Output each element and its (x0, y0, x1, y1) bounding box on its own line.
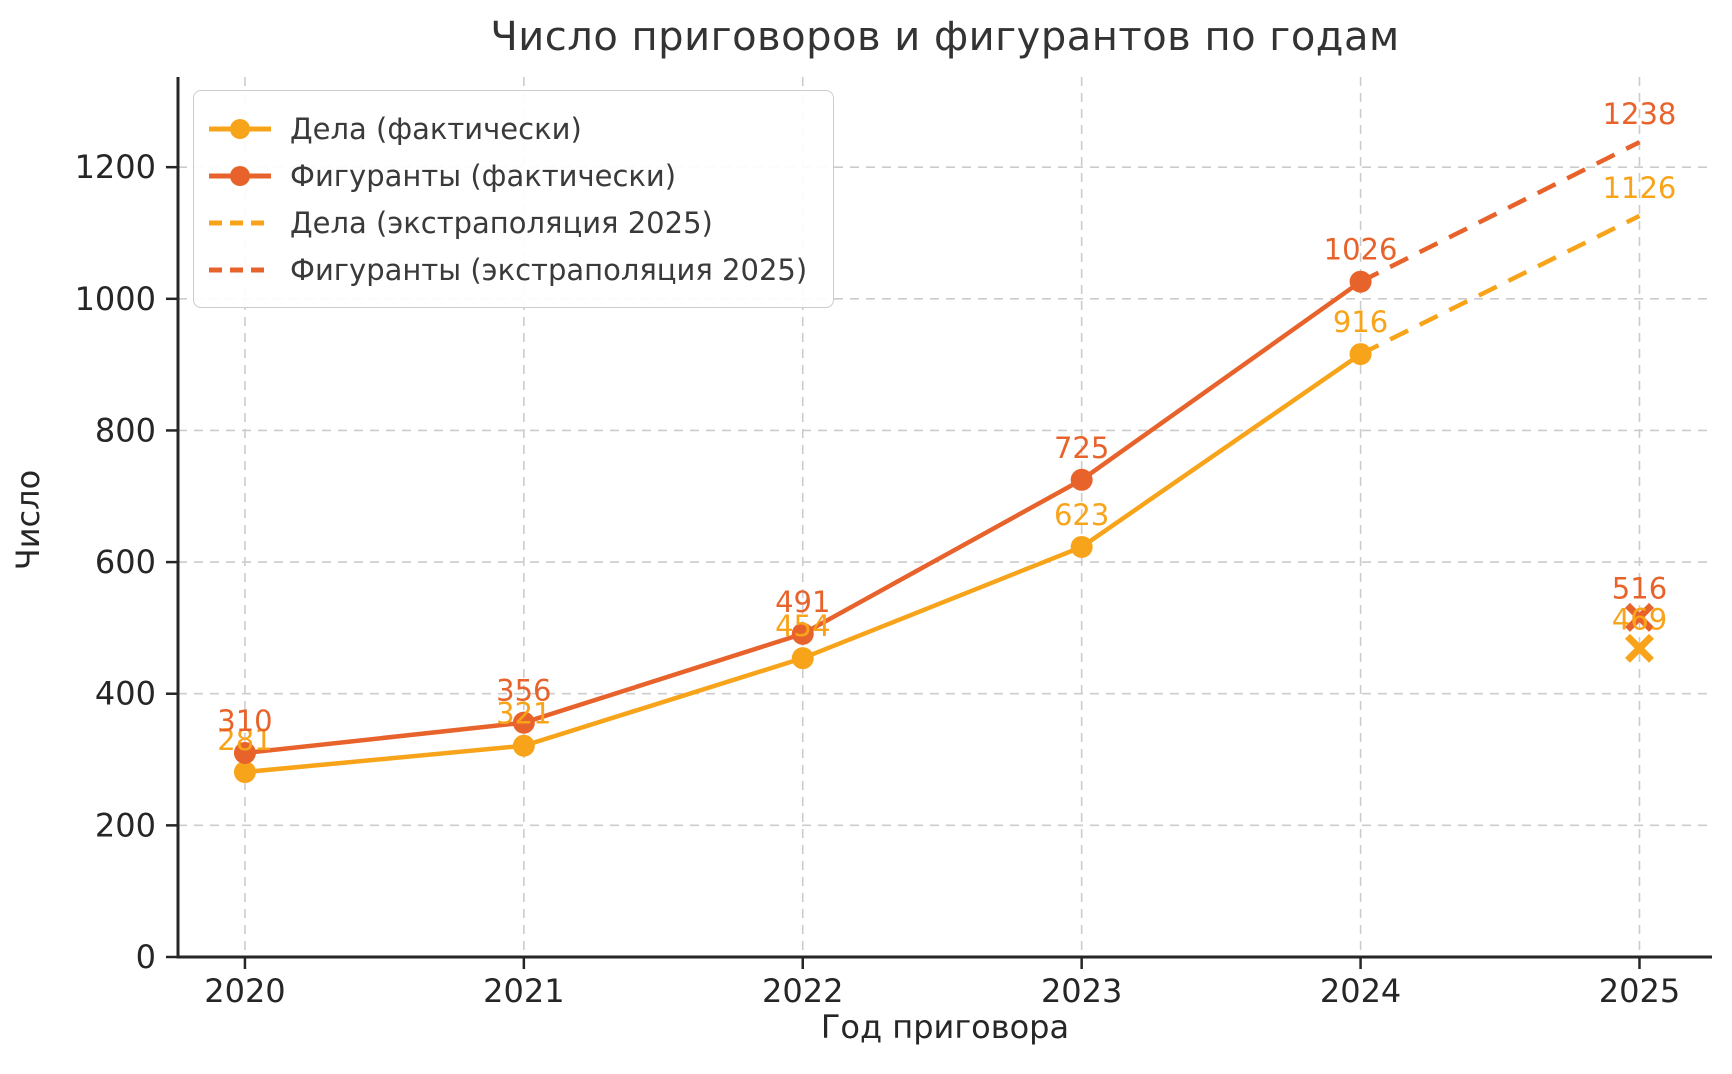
legend-line-marker-icon (209, 165, 271, 186)
value-label-cases-actual-2022: 454 (775, 609, 830, 643)
value-label-defendants-actual-2022: 491 (775, 585, 830, 619)
y-tick-label-0: 0 (136, 938, 156, 976)
value-label-defendants-extrapolation-2025: 1238 (1603, 97, 1677, 131)
legend: Дела (фактически) Фигуранты (фактически) Д… (193, 90, 835, 308)
value-label-cases-actual-2024: 916 (1333, 305, 1388, 339)
series-line-cases-extrapolation (1359, 213, 1641, 357)
marker-defendants-actual-2022 (791, 622, 814, 645)
x-tick-label-2021: 2021 (483, 972, 564, 1010)
marker-defendants-actual-2020 (233, 741, 256, 764)
legend-item-3: Фигуранты (экстраполяция 2025) (208, 246, 807, 293)
x-marker-defendants-2025-partial (1625, 602, 1654, 632)
legend-label: Дела (экстраполяция 2025) (290, 205, 713, 240)
legend-label: Фигуранты (фактически) (290, 158, 677, 193)
legend-line-marker-icon (209, 118, 271, 139)
series-line-defendants-extrapolation (1359, 140, 1641, 284)
y-tick-label-800: 800 (95, 411, 156, 449)
legend-label: Дела (фактически) (290, 111, 582, 146)
value-label-defendants-actual-2023: 725 (1054, 431, 1109, 465)
value-label-defendants-actual-2021: 356 (496, 674, 551, 708)
marker-defendants-actual-2021 (512, 711, 535, 734)
marker-cases-actual-2022 (791, 647, 814, 670)
x-tick-label-2024: 2024 (1320, 972, 1401, 1010)
value-label-defendants-actual-2024: 1026 (1324, 233, 1398, 267)
y-tick-label-200: 200 (95, 806, 156, 844)
value-label-cases-2025-partial: 469 (1612, 602, 1667, 636)
marker-defendants-actual-2023 (1070, 468, 1093, 491)
value-label-defendants-2025-partial: 516 (1612, 571, 1667, 605)
marker-cases-actual-2021 (512, 734, 535, 757)
x-axis-label: Год приговора (820, 1008, 1070, 1046)
legend-item-2: Дела (экстраполяция 2025) (208, 199, 807, 246)
y-axis-label: Число (9, 469, 47, 571)
value-label-cases-actual-2023: 623 (1054, 498, 1109, 532)
y-tick-label-1200: 1200 (75, 148, 156, 186)
y-tick-label-400: 400 (95, 675, 156, 713)
x-tick-label-2023: 2023 (1041, 972, 1122, 1010)
y-tick-label-1000: 1000 (75, 280, 156, 318)
x-tick-label-2022: 2022 (762, 972, 843, 1010)
legend-item-0: Дела (фактически) (208, 105, 807, 152)
value-label-cases-extrapolation-2025: 1126 (1603, 171, 1677, 205)
chart-title: Число приговоров и фигурантов по годам (490, 14, 1400, 60)
x-tick-label-2020: 2020 (204, 972, 285, 1010)
legend-item-1: Фигуранты (фактически) (208, 152, 807, 199)
marker-cases-actual-2020 (233, 761, 256, 784)
x-tick-label-2025: 2025 (1599, 972, 1680, 1010)
x-marker-cases-2025-partial (1625, 633, 1654, 663)
legend-label: Фигуранты (экстраполяция 2025) (290, 252, 808, 287)
marker-cases-actual-2023 (1070, 535, 1093, 558)
value-label-cases-actual-2021: 321 (496, 697, 551, 731)
value-label-defendants-actual-2020: 310 (217, 704, 272, 738)
marker-defendants-actual-2024 (1349, 270, 1372, 293)
legend-dashed-line-icon (209, 267, 271, 272)
value-label-cases-actual-2020: 281 (217, 723, 272, 757)
y-tick-label-600: 600 (95, 543, 156, 581)
marker-cases-actual-2024 (1349, 343, 1372, 366)
legend-dashed-line-icon (209, 220, 271, 225)
